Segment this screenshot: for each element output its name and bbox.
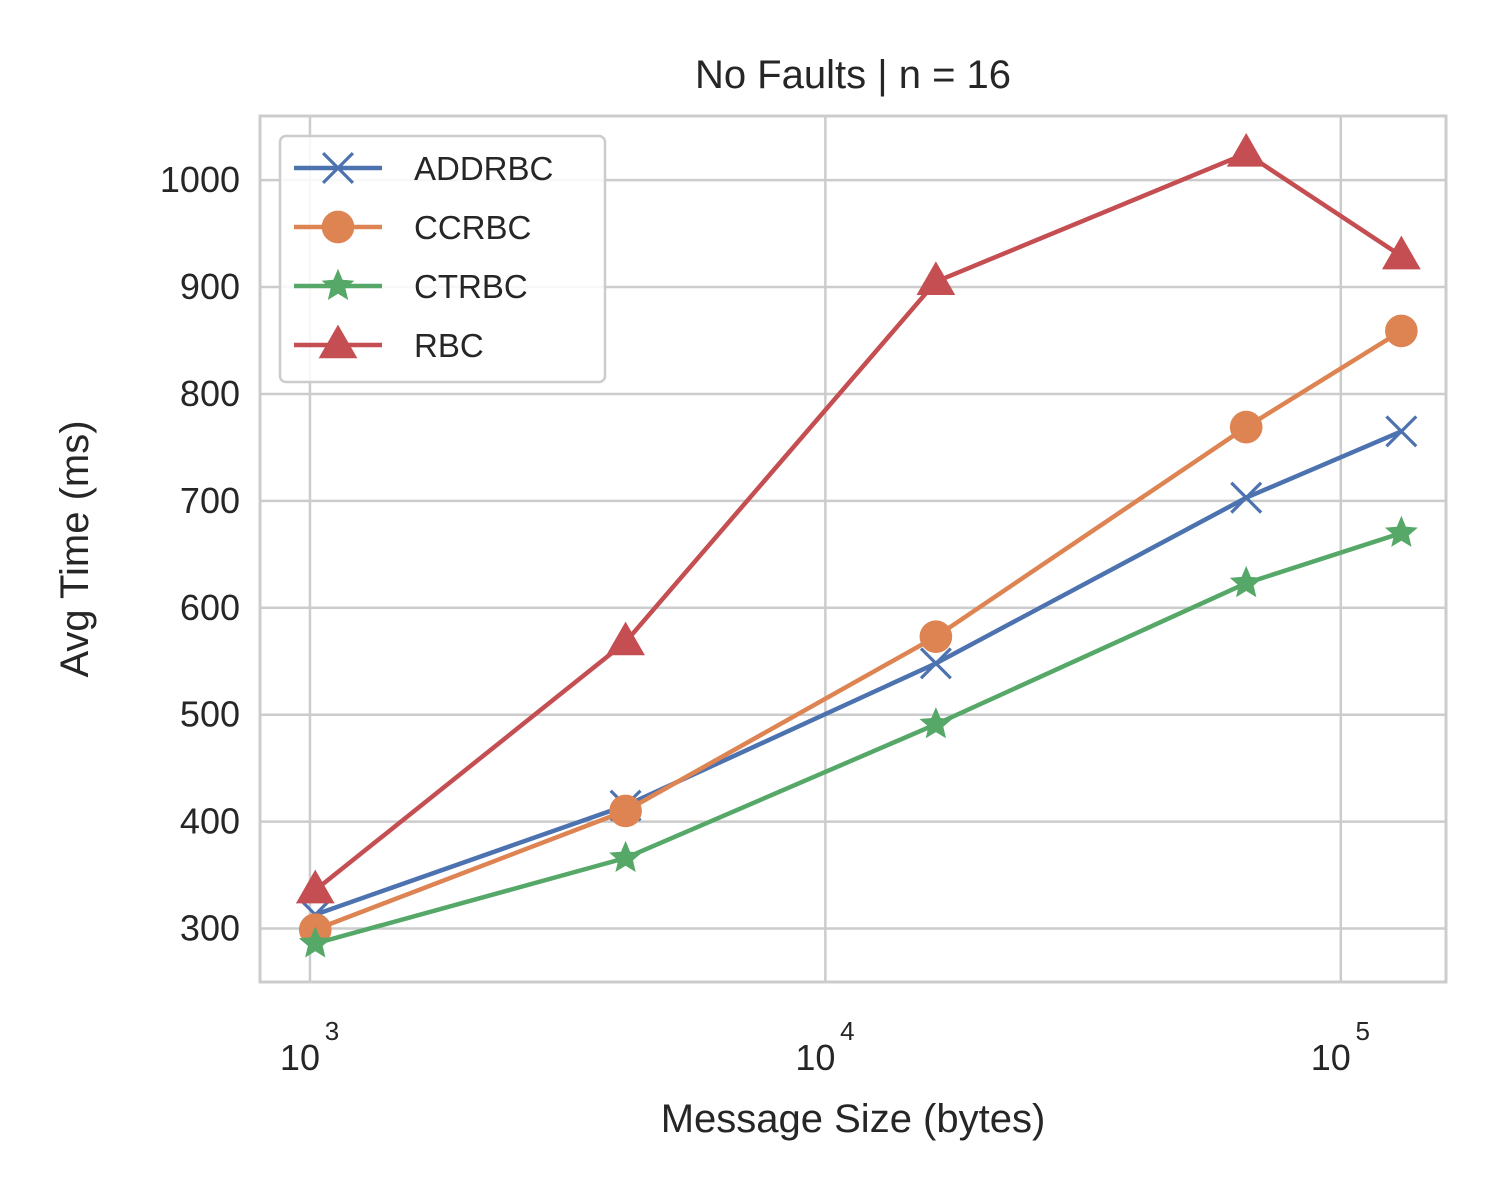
data-point — [919, 620, 953, 653]
x-tick-exponent: 5 — [1356, 1016, 1370, 1046]
data-point — [919, 647, 952, 680]
legend-marker — [321, 210, 355, 244]
data-point — [1385, 314, 1418, 348]
legend-box — [278, 134, 607, 384]
legend-marker — [318, 324, 358, 359]
data-point — [1229, 410, 1263, 444]
y-tick-label: 900 — [180, 266, 240, 307]
legend: ADDRBC CCRBC CTRBC RBC — [278, 134, 607, 384]
y-tick-label: 800 — [180, 373, 240, 414]
x-tick-label: 10 — [795, 1037, 835, 1078]
legend-item: RBC — [294, 324, 484, 364]
y-axis-label: Avg Time (ms) — [53, 420, 97, 677]
data-point — [1230, 481, 1263, 514]
data-point — [609, 840, 642, 872]
legend-item: CCRBC — [294, 209, 531, 246]
x-tick-exponent: 4 — [840, 1016, 854, 1046]
legend-marker — [321, 268, 355, 300]
data-point — [606, 621, 645, 656]
legend-marker — [321, 151, 355, 185]
data-point — [916, 261, 956, 295]
legend-label: CTRBC — [414, 268, 528, 305]
data-point — [1381, 235, 1421, 270]
series-rbc — [295, 133, 1421, 904]
legend-label: CCRBC — [414, 209, 531, 246]
x-tick-exponent: 3 — [325, 1016, 339, 1046]
y-tick-label: 500 — [180, 694, 240, 735]
data-point — [1226, 133, 1266, 167]
data-point — [919, 707, 953, 739]
data-point — [1384, 515, 1418, 547]
data-point — [295, 869, 335, 904]
chart-title: No Faults | n = 16 — [695, 53, 1011, 97]
y-tick-label: 400 — [180, 801, 240, 842]
x-tick-label: 10 — [280, 1037, 320, 1078]
y-tick-label: 1000 — [160, 159, 240, 200]
legend-label: ADDRBC — [414, 150, 553, 187]
legend-item: ADDRBC — [294, 150, 553, 187]
series-ctrbc — [298, 515, 1418, 958]
x-axis-label: Message Size (bytes) — [661, 1097, 1046, 1141]
y-tick-label: 300 — [180, 908, 240, 949]
legend-item: CTRBC — [294, 268, 528, 305]
series-layer — [295, 133, 1421, 958]
x-tick-label: 10 — [1311, 1037, 1351, 1078]
y-tick-label: 700 — [180, 480, 240, 521]
data-point — [609, 794, 642, 828]
plot-frame — [258, 114, 1448, 984]
data-point — [1385, 415, 1418, 448]
y-tick-label: 600 — [180, 587, 240, 628]
data-point — [298, 926, 332, 958]
legend-label: RBC — [414, 327, 484, 364]
data-point — [1229, 565, 1263, 598]
y-axis-ticks: 300 400 500 600 700 800 900 1000 — [160, 159, 240, 948]
